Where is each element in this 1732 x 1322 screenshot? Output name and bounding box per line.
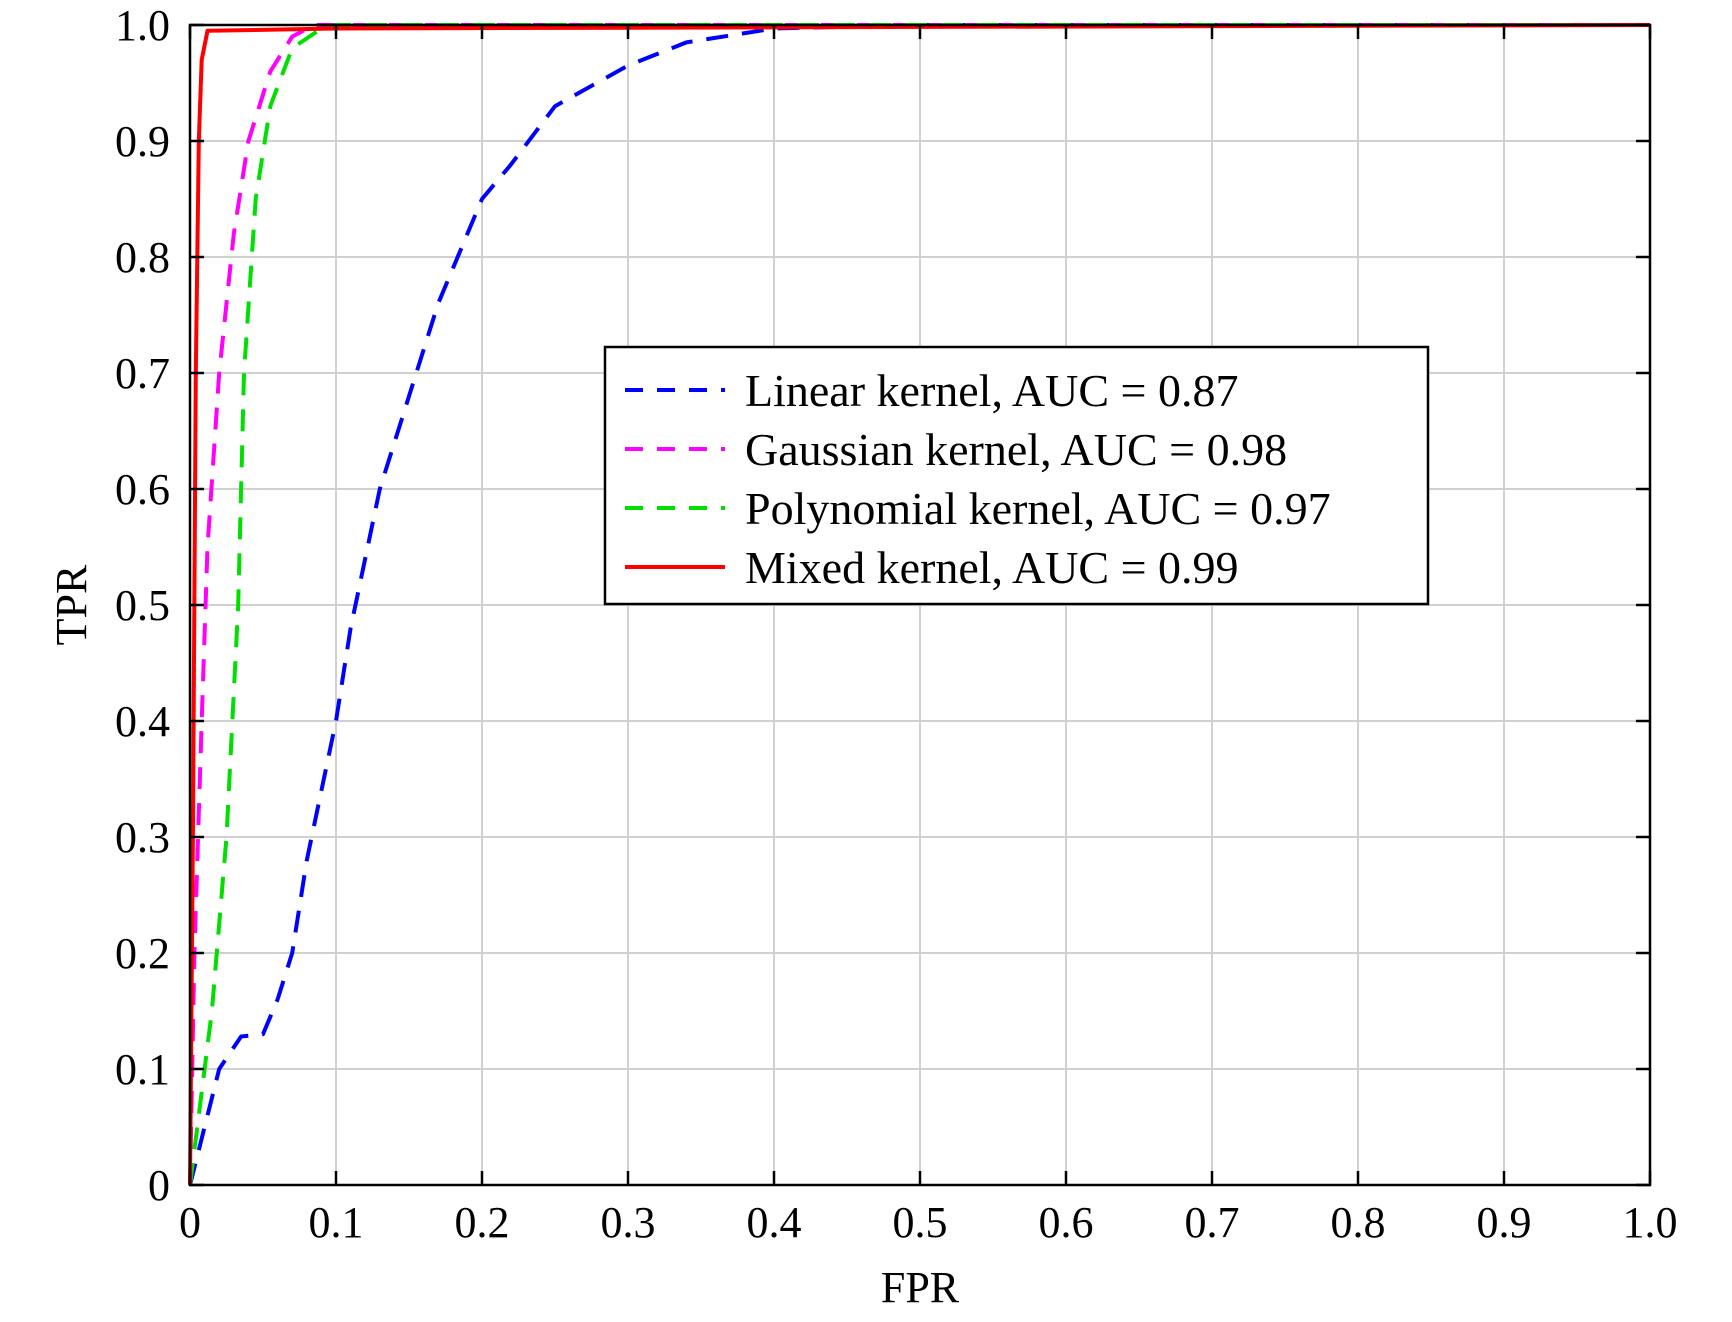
y-tick-label: 1.0 xyxy=(115,1,170,50)
legend-label: Polynomial kernel, AUC = 0.97 xyxy=(745,483,1331,534)
ticks: 0 0.1 0.2 0.3 0.4 0.5 0.6 0.7 0.8 0.9 1.0 0 0.1 0.2 0.… xyxy=(115,1,1678,1247)
x-tick-label: 0.6 xyxy=(1039,1198,1094,1247)
x-tick-label: 1.0 xyxy=(1623,1198,1678,1247)
y-tick-label: 0.5 xyxy=(115,581,170,630)
y-tick-label: 0.8 xyxy=(115,233,170,282)
x-tick-label: 0.7 xyxy=(1185,1198,1240,1247)
y-tick-label: 0.2 xyxy=(115,929,170,978)
x-tick-label: 0.1 xyxy=(309,1198,364,1247)
series-line-0 xyxy=(188,23,1650,1186)
y-axis-label: TPR xyxy=(47,564,96,645)
legend-label: Linear kernel, AUC = 0.87 xyxy=(745,365,1239,416)
y-tick-label: 0.1 xyxy=(115,1045,170,1094)
y-tick-label: 0.9 xyxy=(115,117,170,166)
series-lines xyxy=(188,23,1651,1186)
y-tick-label: 0.4 xyxy=(115,697,170,746)
x-tick-label: 0.5 xyxy=(893,1198,948,1247)
x-tick-label: 0.4 xyxy=(747,1198,802,1247)
y-tick-label: 0.7 xyxy=(115,349,170,398)
legend-label: Gaussian kernel, AUC = 0.98 xyxy=(745,424,1287,475)
x-tick-label: 0.9 xyxy=(1477,1198,1532,1247)
series-line-3 xyxy=(188,23,1651,1186)
legend-label: Mixed kernel, AUC = 0.99 xyxy=(745,542,1239,593)
legend-box xyxy=(603,345,1430,606)
y-tick-label: 0 xyxy=(148,1161,170,1210)
x-tick-label: 0.3 xyxy=(601,1198,656,1247)
x-axis-label: FPR xyxy=(881,1263,960,1312)
x-tick-label: 0 xyxy=(179,1198,201,1247)
x-tick-label: 0.2 xyxy=(455,1198,510,1247)
y-tick-label: 0.3 xyxy=(115,813,170,862)
y-tick-label: 0.6 xyxy=(115,465,170,514)
series-line-1 xyxy=(188,23,1650,1186)
x-tick-label: 0.8 xyxy=(1331,1198,1386,1247)
series-line-2 xyxy=(188,23,1650,1186)
legend: Linear kernel, AUC = 0.87 Gaussian kernel… xyxy=(603,345,1430,606)
